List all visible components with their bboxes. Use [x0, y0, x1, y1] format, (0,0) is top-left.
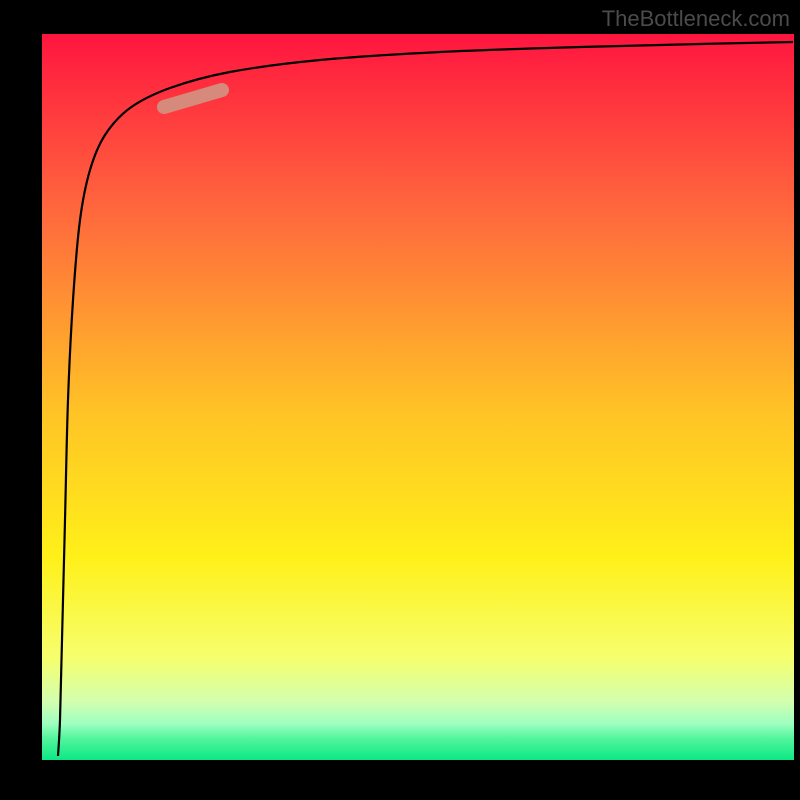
highlight-segment	[164, 90, 222, 107]
attribution-text: TheBottleneck.com	[602, 6, 790, 32]
chart-root: TheBottleneck.com	[0, 0, 800, 800]
curve-line	[58, 42, 793, 756]
chart-overlay	[0, 0, 800, 800]
